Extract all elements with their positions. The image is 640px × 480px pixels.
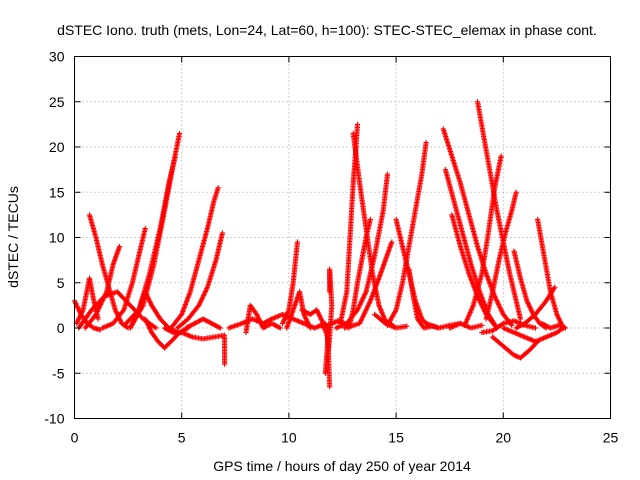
y-tick-label: -5 [52,365,65,381]
x-tick-label: 20 [496,430,512,446]
data-point [217,325,223,331]
y-tick-label: 15 [49,184,65,200]
grid-layer [74,56,611,419]
x-tick-label: 0 [71,430,79,446]
y-tick-label: 20 [49,139,65,155]
y-tick-label: 5 [57,275,65,291]
y-tick-label: -10 [44,411,64,427]
x-axis-label: GPS time / hours of day 250 of year 2014 [213,458,471,474]
x-tick-label: 10 [281,430,297,446]
x-tick-label: 25 [603,430,619,446]
data-point [176,130,183,137]
data-points-layer [71,99,569,390]
y-tick-label: 25 [49,94,65,110]
data-point [153,325,159,331]
data-point [219,230,226,236]
y-tick-label: 30 [49,49,65,65]
ticks-layer: 0 5 10 15 20 25 -10 -5 0 5 10 15 20 25 30 [44,49,618,446]
x-tick-label: 5 [178,430,186,446]
data-point [215,185,221,191]
x-tick-label: 15 [388,430,404,446]
data-point [221,361,228,367]
chart-title: dSTEC Iono. truth (mets, Lon=24, Lat=60,… [57,22,597,38]
y-axis-label: dSTEC / TECUs [5,186,21,288]
data-point [95,316,101,322]
y-tick-label: 0 [57,320,65,336]
data-point [142,225,148,232]
y-tick-label: 10 [49,230,65,246]
data-point [116,243,123,250]
